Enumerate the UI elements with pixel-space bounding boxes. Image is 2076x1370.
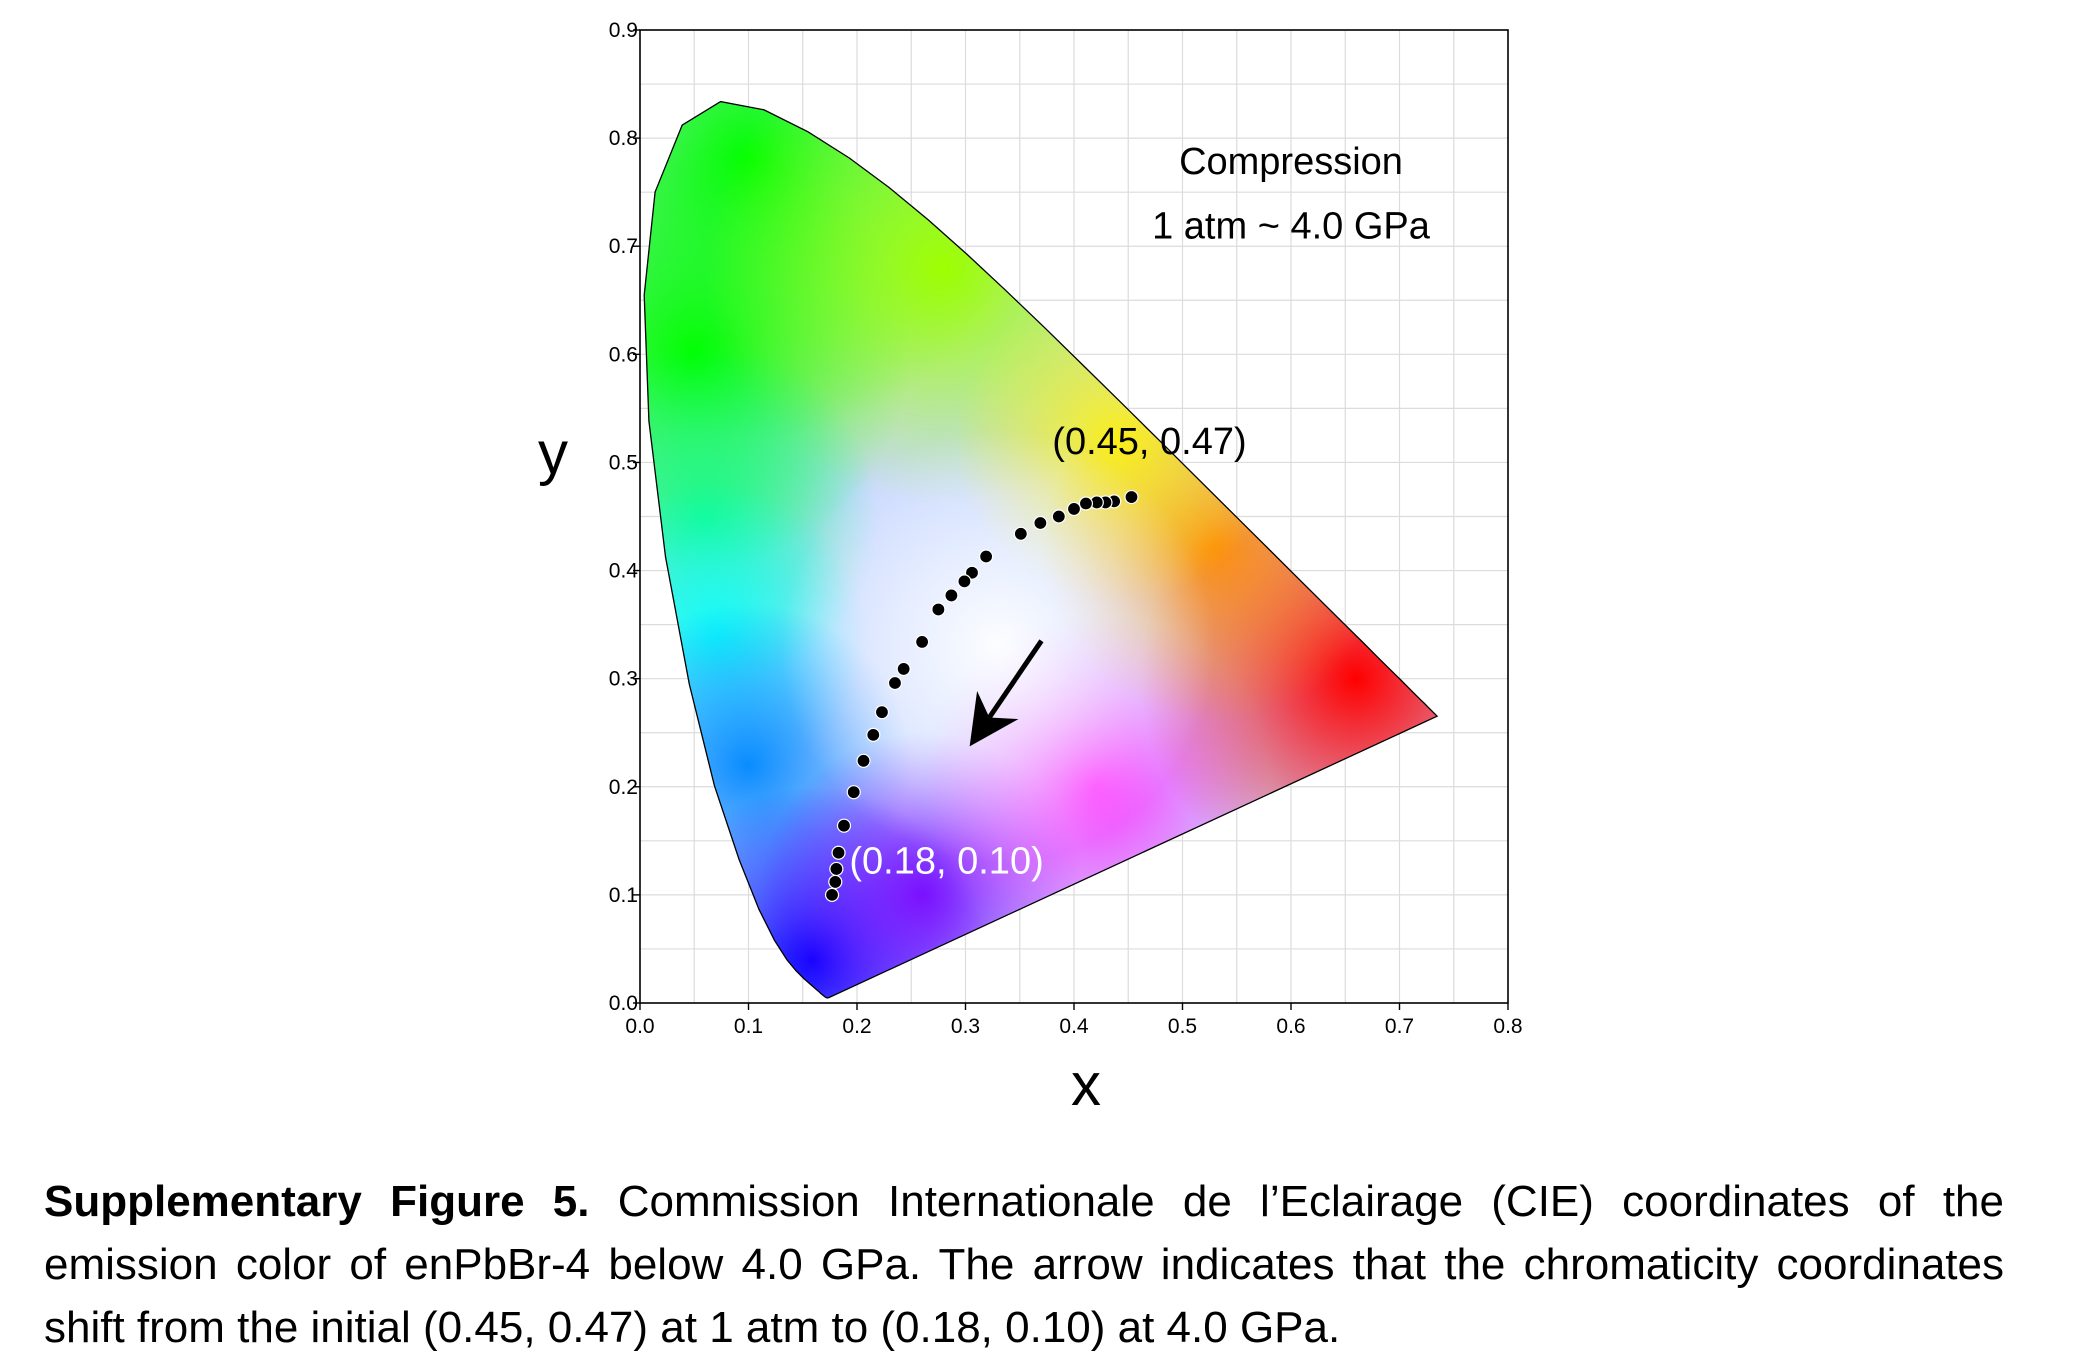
data-point (887, 675, 903, 691)
data-point (856, 753, 871, 768)
data-point (914, 634, 930, 650)
chart-svg: 0.0 0.1 0.2 0.3 0.4 0.5 0.6 0.7 0.8 0.0 0.1 0.2 0.3 0… (538, 19, 1523, 1118)
data-point (957, 574, 972, 589)
shift-arrow (969, 639, 1044, 747)
data-point (846, 785, 861, 800)
x-tick-label: 0.0 (625, 1015, 654, 1038)
annotation-end-point: (0.18, 0.10) (849, 840, 1043, 882)
x-tick-label: 0.3 (951, 1015, 980, 1038)
x-tick-label: 0.5 (1168, 1015, 1197, 1038)
data-point (831, 845, 846, 860)
data-point (896, 661, 911, 677)
y-tick-label: 0.6 (609, 343, 638, 366)
y-tick-label: 0.4 (609, 560, 639, 583)
y-tick-label: 0.8 (609, 127, 638, 150)
tick-labels: 0.0 0.1 0.2 0.3 0.4 0.5 0.6 0.7 0.8 0.0 0.1 0.2 0.3 0… (609, 19, 1523, 1038)
y-tick-label: 0.3 (609, 668, 638, 691)
annotation-start-point: (0.45, 0.47) (1052, 421, 1246, 463)
data-point (944, 588, 959, 603)
data-point (874, 705, 890, 720)
x-tick-label: 0.1 (734, 1015, 763, 1038)
data-point (829, 861, 844, 877)
data-point (1013, 526, 1028, 541)
y-tick-label: 0.0 (609, 992, 638, 1015)
caption-text: Commission Internationale de l’Eclairage… (44, 1177, 2004, 1352)
data-point (824, 887, 840, 902)
y-tick-label: 0.7 (609, 235, 638, 258)
annotation-pressure-range: 1 atm ~ 4.0 GPa (1152, 206, 1431, 248)
y-tick-label: 0.9 (609, 19, 638, 42)
x-tick-label: 0.7 (1385, 1015, 1414, 1038)
data-point (1078, 496, 1094, 511)
cie-chart: 0.0 0.1 0.2 0.3 0.4 0.5 0.6 0.7 0.8 0.0 0.1 0.2 0.3 0… (538, 19, 1523, 1118)
data-point (836, 818, 852, 833)
y-tick-label: 0.1 (609, 884, 638, 907)
x-tick-label: 0.6 (1276, 1015, 1305, 1038)
data-point (1066, 501, 1082, 517)
data-points (824, 489, 1139, 902)
data-point (931, 602, 946, 617)
data-point (1124, 489, 1139, 505)
data-point (866, 727, 881, 742)
data-point (828, 874, 843, 890)
data-point (1033, 515, 1048, 531)
data-point (979, 549, 994, 564)
y-tick-label: 0.5 (609, 451, 638, 474)
y-tick-label: 0.2 (609, 776, 638, 799)
x-tick-label: 0.2 (842, 1015, 871, 1038)
data-point (1051, 509, 1066, 524)
locus-outline (643, 100, 1439, 999)
x-tick-label: 0.4 (1059, 1015, 1089, 1038)
caption-label: Supplementary Figure 5. (44, 1177, 590, 1226)
x-axis-title: x (1071, 1051, 1101, 1118)
gamut-color-region (781, 430, 1216, 863)
annotation-compression: Compression (1179, 141, 1403, 183)
x-tick-label: 0.8 (1493, 1015, 1522, 1038)
figure-caption: Supplementary Figure 5. Commission Inter… (44, 1170, 2004, 1359)
y-axis-title: y (538, 419, 568, 486)
